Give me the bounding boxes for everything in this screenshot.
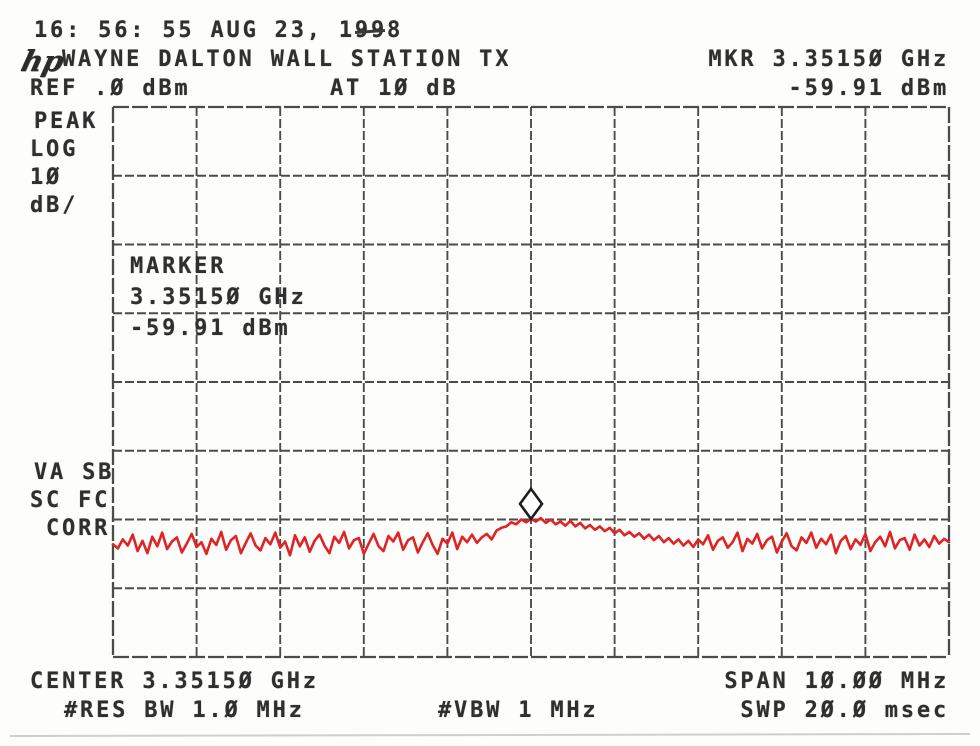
span-label: SPAN 1Ø.ØØ MHz — [724, 669, 949, 694]
attenuation-label: AT 1Ø dB — [330, 76, 459, 101]
hp-logo: hp — [17, 44, 68, 78]
timestamp: 16: 56: 55 AUG 23, 1998 — [34, 18, 404, 43]
marker-annotation-freq: 3.3515Ø GHz — [130, 285, 307, 311]
ref-level-label: REF .Ø dBm — [30, 76, 191, 101]
marker-ampl-readout: -59.91 dBm — [788, 76, 949, 101]
marker-annotation-ampl: -59.91 dBm — [130, 316, 291, 342]
page-title: WAYNE DALTON WALL STATION TX — [62, 47, 512, 72]
marker-annotation-block: MARKER 3.3515Ø GHz -59.91 dBm — [130, 254, 307, 349]
status-sc-fc: SC FC — [30, 488, 111, 513]
scale-mode-label: LOG — [30, 137, 79, 162]
marker-annotation-title: MARKER — [130, 254, 227, 279]
scale-value-label: 1Ø — [30, 165, 63, 190]
status-corr: CORR — [46, 516, 111, 541]
marker-diamond — [518, 486, 544, 522]
scale-unit-label: dB/ — [30, 193, 79, 218]
center-freq-label: CENTER 3.3515Ø GHz — [30, 669, 319, 694]
graticule — [111, 105, 951, 659]
vbw-label: #VBW 1 MHz — [438, 698, 599, 723]
res-bw-label: #RES BW 1.Ø MHz — [64, 698, 305, 723]
sweep-time-label: SWP 2Ø.Ø msec — [740, 698, 949, 723]
status-va-sb: VA SB — [34, 460, 115, 485]
marker-freq-readout: MKR 3.3515Ø GHz — [708, 47, 949, 72]
detector-mode-label: PEAK — [34, 109, 99, 134]
